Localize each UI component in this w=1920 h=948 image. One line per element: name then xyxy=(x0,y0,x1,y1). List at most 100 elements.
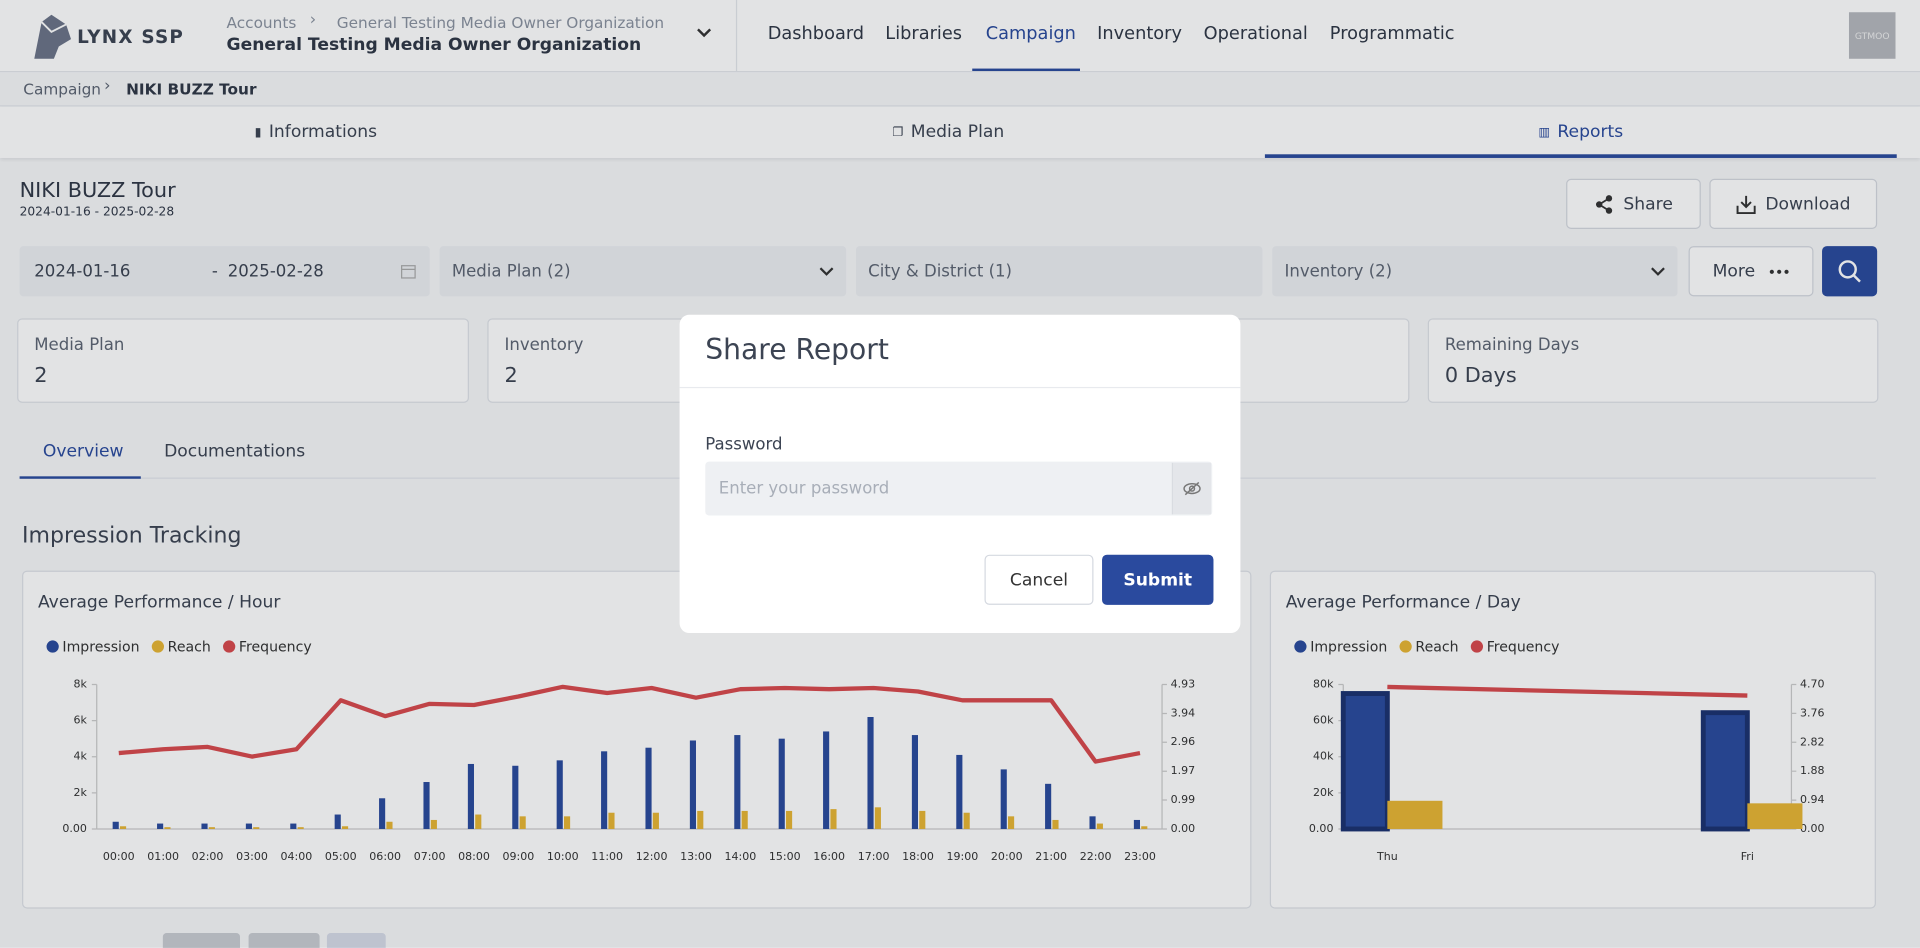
breadcrumb-link[interactable]: Accounts xyxy=(226,13,297,32)
tab[interactable]: ▮ Informations xyxy=(0,107,632,158)
line-series xyxy=(1387,684,1748,698)
tab-active[interactable]: ▥ Reports xyxy=(1265,107,1897,158)
search-button[interactable] xyxy=(1822,246,1878,297)
submit-button[interactable]: Submit xyxy=(1102,554,1214,605)
chevron-icon xyxy=(819,267,834,276)
x-tick-label: 18:00 xyxy=(902,850,934,863)
bar xyxy=(601,751,608,829)
legend-label: Frequency xyxy=(1487,640,1560,656)
y-tick-label: 60k xyxy=(1313,714,1334,727)
inventory-select[interactable]: Inventory (2) xyxy=(1272,246,1678,297)
bar xyxy=(786,810,793,829)
search-icon xyxy=(1838,260,1861,283)
y-tick-label: 0.00 xyxy=(62,822,87,835)
bar xyxy=(201,823,208,829)
bar xyxy=(734,735,741,829)
legend-label: Frequency xyxy=(239,640,312,656)
bar xyxy=(423,782,430,829)
legend-dot xyxy=(223,640,236,653)
line-series xyxy=(118,684,1141,764)
legend-dot xyxy=(1399,640,1412,653)
tab-label: Media Plan xyxy=(910,122,1005,143)
bar xyxy=(697,810,704,829)
bar xyxy=(1008,816,1015,829)
subtab-active[interactable]: Overview xyxy=(42,442,124,462)
bar xyxy=(290,823,297,829)
nav-item[interactable]: Libraries xyxy=(885,24,962,45)
chevron-icon xyxy=(1651,267,1665,276)
bar xyxy=(963,812,970,829)
media-plan-select[interactable]: Media Plan (2) xyxy=(439,246,847,297)
page-button[interactable] xyxy=(326,933,386,948)
nav-item[interactable]: Operational xyxy=(1203,24,1308,45)
share-icon xyxy=(1595,194,1612,214)
eye-off-icon xyxy=(1183,481,1201,496)
modal-divider xyxy=(679,386,1241,389)
y2-tick-label: 1.88 xyxy=(1800,764,1825,777)
legend-dot xyxy=(46,640,59,653)
legend-dot xyxy=(1294,640,1307,653)
bar xyxy=(956,754,963,829)
y2-tick-label: 2.96 xyxy=(1171,735,1196,748)
nav-item[interactable]: Dashboard xyxy=(767,24,865,45)
bar xyxy=(1089,816,1096,829)
placeholder: Enter your password xyxy=(718,478,890,499)
bar xyxy=(1045,783,1052,829)
nav-item[interactable]: Programmatic xyxy=(1329,24,1455,45)
x-tick-label: 15:00 xyxy=(769,850,801,863)
x-tick-label: 20:00 xyxy=(991,850,1023,863)
tab-icon: ▥ xyxy=(1538,125,1551,139)
bar xyxy=(1747,803,1803,829)
campaign-dates: 2024-01-16 - 2025-02-28 xyxy=(19,205,175,220)
bar xyxy=(911,735,918,829)
x-tick-label: 02:00 xyxy=(192,850,224,863)
breadcrumb-link[interactable]: General Testing Media Owner Organization xyxy=(336,13,665,32)
chart-title: Average Performance / Hour xyxy=(37,592,281,613)
subtab[interactable]: Documentations xyxy=(164,442,306,462)
share-button[interactable]: Share xyxy=(1566,178,1701,229)
org-dropdown[interactable] xyxy=(697,27,712,39)
nav-item[interactable]: Inventory xyxy=(1097,24,1182,45)
calendar-icon xyxy=(401,265,416,279)
y2-tick-label: 2.82 xyxy=(1800,735,1825,748)
chart: Impression Reach Frequency 0.00 20k 40k 60k 80k… xyxy=(1294,640,1825,863)
download-button[interactable]: Download xyxy=(1709,178,1878,229)
header: LYNX SSP Accounts › General Testing Medi… xyxy=(0,0,1920,73)
x-tick-label: 13:00 xyxy=(680,850,712,863)
bar xyxy=(867,717,874,829)
nav-item-active[interactable]: Campaign xyxy=(985,24,1076,45)
stat-card: Media Plan 2 xyxy=(17,318,469,403)
bar xyxy=(334,814,341,829)
logo-icon xyxy=(34,14,72,59)
x-tick-label: 10:00 xyxy=(547,850,579,863)
avatar[interactable]: GTMOO xyxy=(1848,12,1896,59)
bar xyxy=(253,827,260,829)
modal-title: Share Report xyxy=(705,334,889,367)
bar xyxy=(386,821,393,829)
dots-icon xyxy=(1770,269,1790,274)
toggle-visibility[interactable] xyxy=(1171,462,1212,515)
tab[interactable]: ❐ Media Plan xyxy=(632,107,1265,158)
nav-underline xyxy=(972,68,1080,72)
page-button[interactable] xyxy=(162,933,240,948)
stat-label: Remaining Days xyxy=(1444,335,1580,356)
city-select[interactable]: City & District (1) xyxy=(855,246,1263,297)
stat-label: Media Plan xyxy=(34,335,125,356)
password-input[interactable]: Enter your password xyxy=(705,461,1213,516)
bar xyxy=(645,747,652,829)
bar xyxy=(608,812,615,829)
tab-bar: ▮ Informations ❐ Media Plan ▥ Reports xyxy=(0,106,1920,158)
breadcrumb-link[interactable]: Campaign xyxy=(23,79,102,98)
bar xyxy=(564,816,571,829)
bar xyxy=(689,740,696,829)
more-button[interactable]: More xyxy=(1688,246,1814,297)
select-label: City & District (1) xyxy=(868,261,1013,282)
chart-title: Average Performance / Day xyxy=(1285,592,1521,613)
bar xyxy=(830,809,837,829)
page-button[interactable] xyxy=(248,933,320,948)
cancel-button[interactable]: Cancel xyxy=(984,554,1094,605)
tab-icon: ▮ xyxy=(254,125,262,139)
date-range[interactable]: 2024-01-16 - 2025-02-28 xyxy=(19,246,430,297)
